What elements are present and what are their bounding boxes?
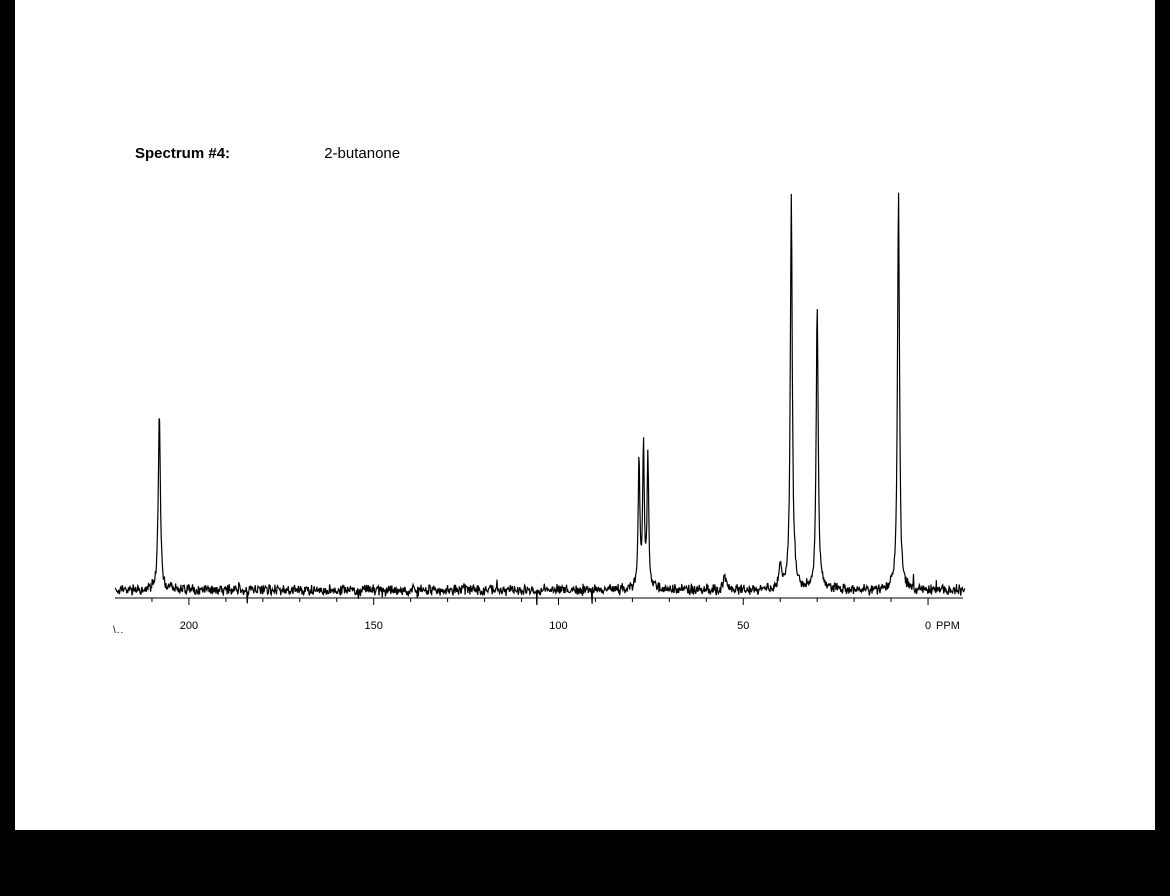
compound-name: 2-butanone — [324, 145, 400, 162]
axis-labels: 200 150 100 50 0 PPM — [115, 620, 965, 640]
axis-group — [115, 598, 963, 605]
spectrum-number-label: Spectrum #4: — [135, 145, 230, 162]
tick-100: 100 — [549, 620, 567, 632]
tick-0: 0 — [925, 620, 931, 632]
spectrum-trace — [115, 193, 965, 605]
tick-50: 50 — [737, 620, 749, 632]
nmr-chart: 200 150 100 50 0 PPM — [115, 180, 965, 640]
corner-mark: \.. — [113, 625, 124, 636]
tick-150: 150 — [365, 620, 383, 632]
spectrum-header: Spectrum #4: 2-butanone — [135, 145, 400, 162]
tick-200: 200 — [180, 620, 198, 632]
page-frame: Spectrum #4: 2-butanone 200150100500PPM … — [15, 0, 1155, 830]
spectrum-svg — [115, 180, 965, 620]
axis-unit: PPM — [936, 620, 960, 632]
